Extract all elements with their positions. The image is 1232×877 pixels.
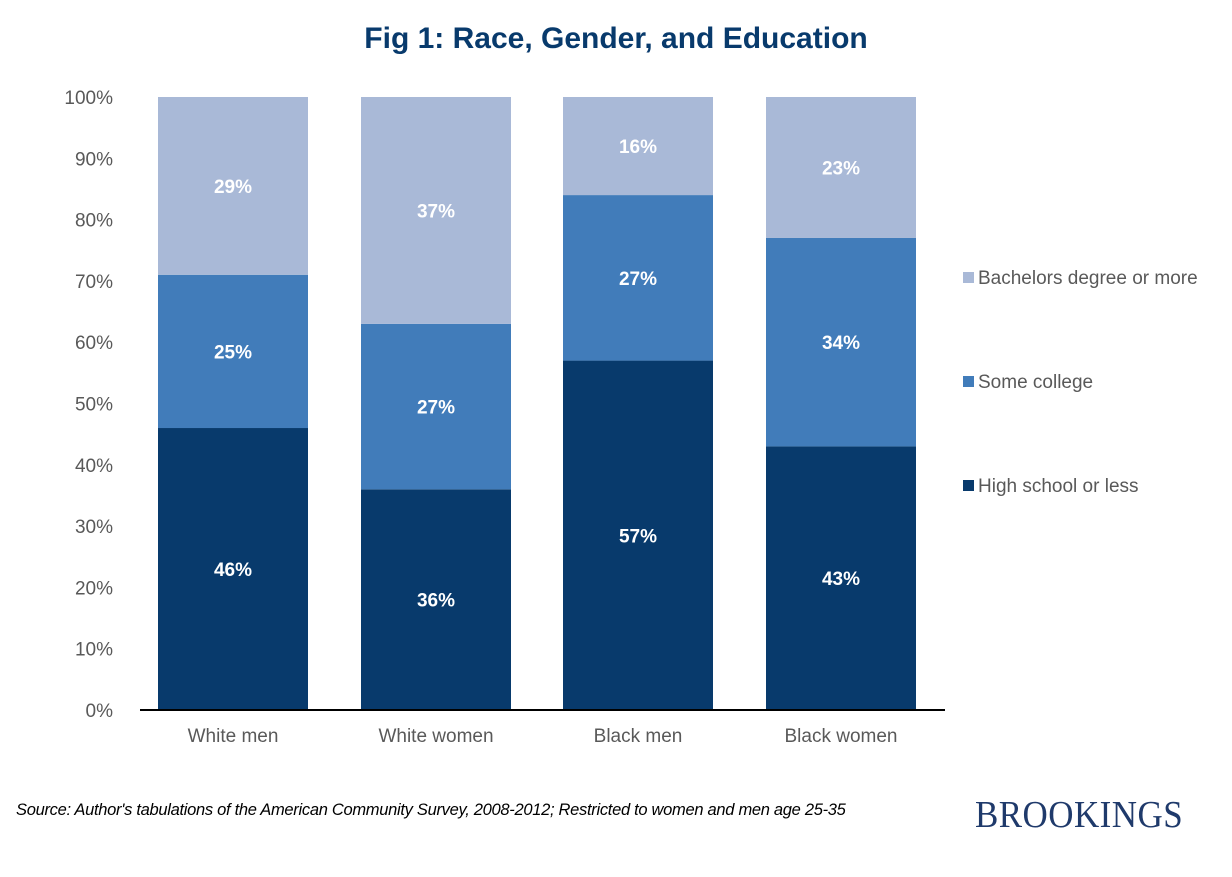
bar-segment-bachelors-degree-or-more xyxy=(766,97,916,238)
y-tick-label: 40% xyxy=(75,456,113,477)
bar-segment-high-school-or-less xyxy=(563,360,713,710)
legend-label: Bachelors degree or more xyxy=(978,268,1198,289)
y-tick-label: 50% xyxy=(75,395,113,416)
bar-segment-high-school-or-less xyxy=(361,489,511,710)
y-tick-label: 20% xyxy=(75,578,113,599)
x-tick-label: Black women xyxy=(785,726,898,747)
data-label: 27% xyxy=(417,398,455,419)
x-tick-label: White women xyxy=(378,726,493,747)
data-label: 23% xyxy=(822,158,860,179)
y-axis: 0% 10% 20% 30% 40% 50% 60% 70% 80% 90% 100% xyxy=(64,88,113,722)
y-tick-label: 80% xyxy=(75,211,113,232)
y-tick-label: 100% xyxy=(64,88,113,109)
legend-swatch xyxy=(963,480,974,491)
legend-label: High school or less xyxy=(978,476,1139,497)
data-label: 36% xyxy=(417,591,455,612)
data-label: 25% xyxy=(214,342,252,363)
y-tick-label: 60% xyxy=(75,333,113,354)
source-note: Source: Author's tabulations of the Amer… xyxy=(16,801,846,819)
data-label: 57% xyxy=(619,526,657,547)
x-tick-label: White men xyxy=(188,726,279,747)
legend-swatch xyxy=(963,272,974,283)
bar-segment-bachelors-degree-or-more xyxy=(361,97,511,324)
brookings-logo: BROOKINGS xyxy=(975,794,1184,836)
bar-segment-some-college xyxy=(563,195,713,361)
y-tick-label: 30% xyxy=(75,517,113,538)
bar-segment-bachelors-degree-or-more xyxy=(158,97,308,275)
data-label: 34% xyxy=(822,333,860,354)
x-axis: White men White women Black men Black women xyxy=(188,726,898,747)
bar-segment-some-college xyxy=(766,237,916,447)
bar-segment-bachelors-degree-or-more xyxy=(563,97,713,196)
y-tick-label: 0% xyxy=(86,701,114,722)
bars xyxy=(158,97,916,710)
data-label: 46% xyxy=(214,560,252,581)
data-label: 29% xyxy=(214,177,252,198)
legend-label: Some college xyxy=(978,372,1093,393)
legend: Bachelors degree or more Some college High… xyxy=(963,268,1198,497)
data-label: 27% xyxy=(619,269,657,290)
legend-swatch xyxy=(963,376,974,387)
x-tick-label: Black men xyxy=(594,726,683,747)
y-tick-label: 90% xyxy=(75,149,113,170)
data-label: 43% xyxy=(822,569,860,590)
y-tick-label: 70% xyxy=(75,272,113,293)
data-labels: 46% 25% 29% 36% 27% 37% 57% 27% 16% 43% 34% 23% xyxy=(214,137,860,612)
bar-segment-high-school-or-less xyxy=(158,428,308,710)
chart-title: Fig 1: Race, Gender, and Education xyxy=(364,22,868,55)
data-label: 16% xyxy=(619,137,657,158)
bar-segment-some-college xyxy=(361,323,511,490)
y-tick-label: 10% xyxy=(75,640,113,661)
bar-segment-some-college xyxy=(158,274,308,429)
bar-segment-high-school-or-less xyxy=(766,446,916,710)
data-label: 37% xyxy=(417,201,455,222)
